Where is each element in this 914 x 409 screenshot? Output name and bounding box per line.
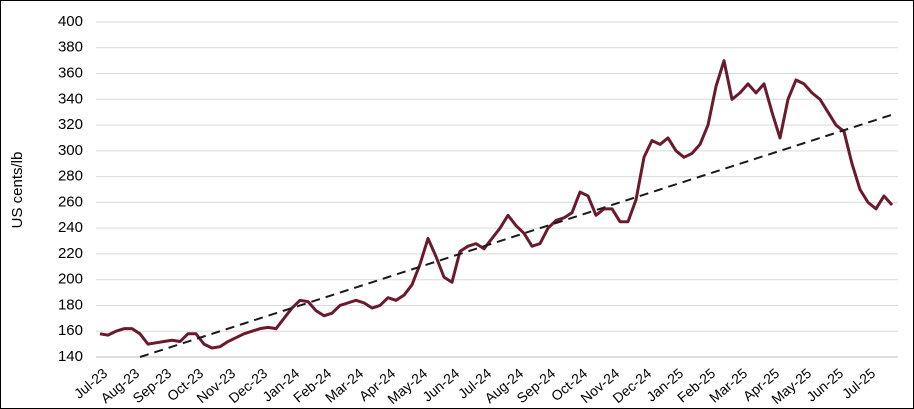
y-tick-label: 220 [58,245,83,262]
trend-line [139,113,893,358]
y-tick-label: 320 [58,116,83,133]
y-axis-label: US cents/lb [9,152,26,229]
y-tick-label: 360 [58,65,83,82]
y-tick-label: 300 [58,142,83,159]
y-tick-label: 140 [58,348,83,365]
y-tick-label: 160 [58,322,83,339]
y-tick-label: 400 [58,13,83,30]
price-line [99,59,894,350]
y-tick-label: 240 [58,219,83,236]
y-tick-label: 260 [58,193,83,210]
y-tick-label: 380 [58,39,83,56]
y-tick-label: 340 [58,90,83,107]
y-tick-label: 280 [58,168,83,185]
y-tick-label: 200 [58,271,83,288]
y-tick-label: 180 [58,296,83,313]
